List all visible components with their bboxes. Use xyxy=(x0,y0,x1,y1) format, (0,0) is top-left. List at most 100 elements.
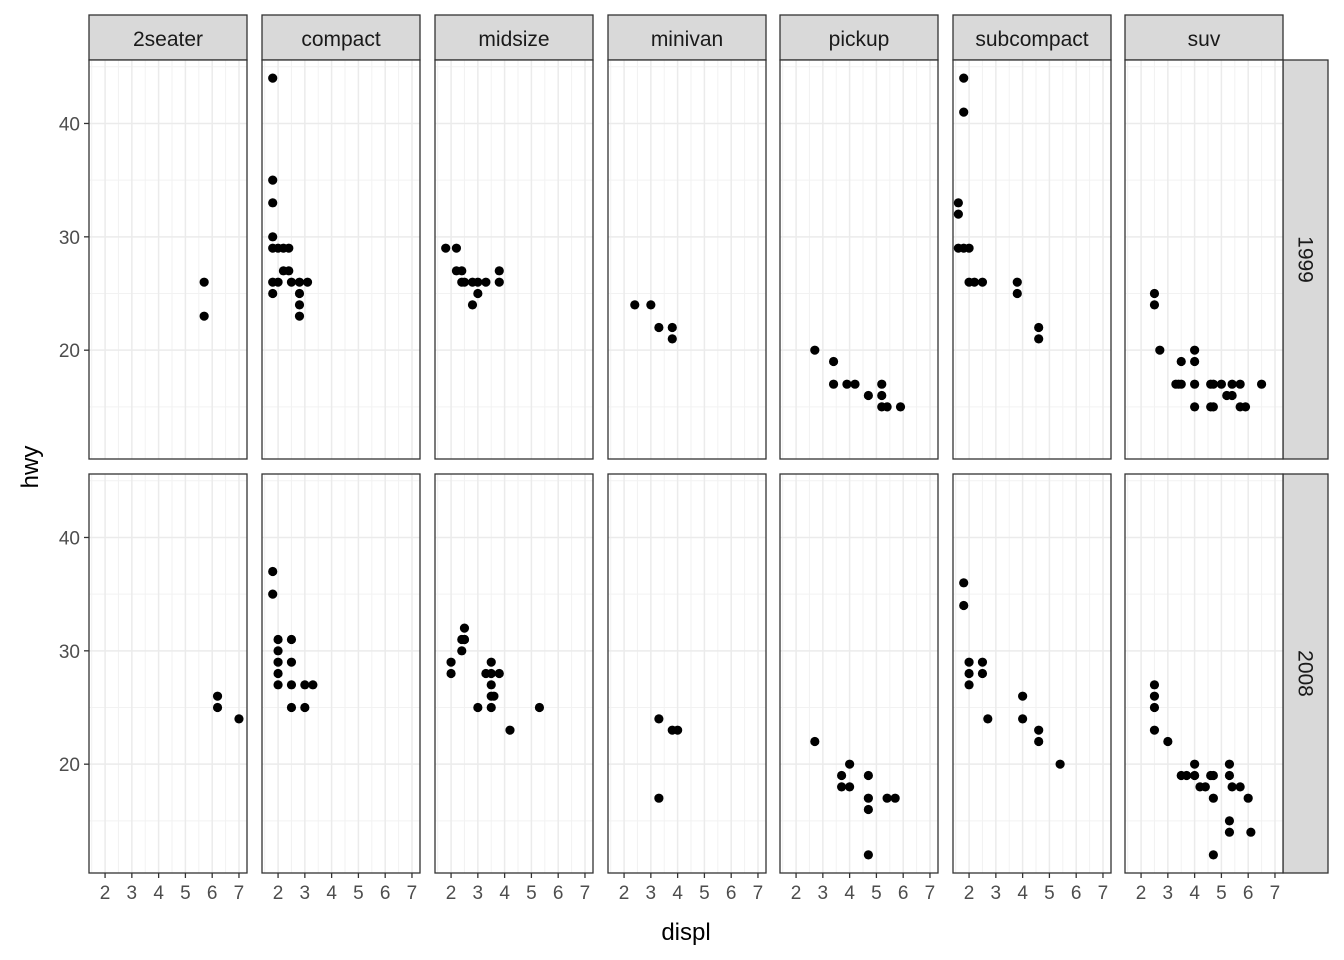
data-point xyxy=(953,209,963,219)
data-point xyxy=(268,232,278,242)
panel-border xyxy=(1124,473,1284,874)
data-point xyxy=(964,680,974,690)
data-point xyxy=(1224,770,1235,781)
panel-1999-subcompact xyxy=(953,60,1111,459)
data-point xyxy=(494,277,504,287)
strip-label: subcompact xyxy=(975,28,1088,51)
strip-label: minivan xyxy=(651,28,723,51)
x-tick-label: 2 xyxy=(1136,883,1147,904)
data-point xyxy=(286,702,297,713)
x-tick-label: 5 xyxy=(871,883,882,904)
data-point xyxy=(459,623,470,633)
data-point xyxy=(1227,379,1237,389)
x-tick-label: 7 xyxy=(234,883,245,904)
data-point xyxy=(1155,345,1165,355)
data-point xyxy=(486,702,496,713)
data-point xyxy=(486,657,496,667)
data-point xyxy=(286,657,297,667)
data-point xyxy=(969,277,980,287)
data-point xyxy=(308,680,318,690)
points-2008-midsize xyxy=(446,623,545,735)
data-point xyxy=(654,714,664,724)
x-tick-label: 2 xyxy=(100,883,111,904)
x-tick-label: 4 xyxy=(1189,883,1200,904)
data-point xyxy=(294,288,305,299)
strip-label: midsize xyxy=(478,28,549,51)
panel-border xyxy=(607,473,767,874)
panel-2008-subcompact xyxy=(953,474,1111,873)
panel-border xyxy=(952,473,1112,874)
data-point xyxy=(654,793,664,803)
data-point xyxy=(646,300,656,310)
points-2008-pickup xyxy=(810,736,900,860)
data-point xyxy=(1216,379,1227,389)
data-point xyxy=(1208,402,1218,412)
data-point xyxy=(828,356,839,367)
x-tick-label: 3 xyxy=(991,883,1002,904)
data-point xyxy=(1224,827,1235,837)
data-point xyxy=(1055,759,1065,769)
panel-2008-midsize xyxy=(435,474,593,873)
data-point xyxy=(1190,379,1200,389)
strip-subcompact: subcompact xyxy=(952,14,1112,61)
points-1999-compact xyxy=(268,73,313,321)
y-tick-label: 40 xyxy=(59,528,80,549)
panel-border xyxy=(88,473,248,874)
data-point xyxy=(1200,782,1210,792)
data-point xyxy=(959,73,969,83)
points-1999-pickup xyxy=(810,345,906,412)
data-point xyxy=(286,277,297,287)
data-point xyxy=(1243,793,1253,803)
panel-border xyxy=(261,473,421,874)
data-point xyxy=(877,379,887,389)
x-tick-label: 4 xyxy=(153,883,164,904)
data-point xyxy=(1149,725,1160,735)
data-point xyxy=(284,243,294,253)
data-point xyxy=(1190,345,1200,355)
strip-compact: compact xyxy=(261,14,421,61)
data-point xyxy=(446,657,456,667)
data-point xyxy=(302,277,313,287)
data-point xyxy=(1149,691,1160,701)
x-tick-label: 7 xyxy=(1270,883,1281,904)
data-point xyxy=(534,702,545,713)
points-1999-midsize xyxy=(441,243,504,310)
strip-pickup: pickup xyxy=(779,14,939,61)
strip-row-2008: 2008 xyxy=(1282,473,1329,874)
panel-1999-compact xyxy=(262,60,420,459)
points-2008-subcompact xyxy=(959,578,1065,769)
panel-border xyxy=(779,59,939,460)
data-point xyxy=(877,390,887,401)
data-point xyxy=(473,702,483,713)
data-point xyxy=(273,277,283,287)
strip-label: pickup xyxy=(829,28,890,51)
data-point xyxy=(494,266,504,276)
x-tick-label: 3 xyxy=(646,883,657,904)
data-point xyxy=(964,657,974,667)
data-point xyxy=(1018,714,1028,724)
data-point xyxy=(836,782,847,792)
x-tick-label: 3 xyxy=(473,883,484,904)
data-point xyxy=(268,589,278,599)
data-point xyxy=(882,793,892,803)
x-tick-label: 7 xyxy=(925,883,936,904)
x-tick-label: 4 xyxy=(499,883,510,904)
panel-1999-2seater xyxy=(89,60,247,459)
data-point xyxy=(863,804,873,815)
strip-label: compact xyxy=(301,28,381,51)
data-point xyxy=(882,402,892,412)
data-point xyxy=(1149,702,1160,713)
data-point xyxy=(959,578,969,588)
data-point xyxy=(1224,816,1235,826)
data-point xyxy=(494,668,504,679)
data-point xyxy=(1018,691,1028,701)
strip-2seater: 2seater xyxy=(88,14,248,61)
panel-border xyxy=(434,59,594,460)
x-tick-label: 6 xyxy=(207,883,218,904)
panel-border xyxy=(1124,59,1284,460)
strip-midsize: midsize xyxy=(434,14,594,61)
x-tick-label: 5 xyxy=(526,883,537,904)
data-point xyxy=(234,714,244,724)
x-tick-label: 6 xyxy=(1071,883,1082,904)
data-point xyxy=(1227,782,1237,792)
